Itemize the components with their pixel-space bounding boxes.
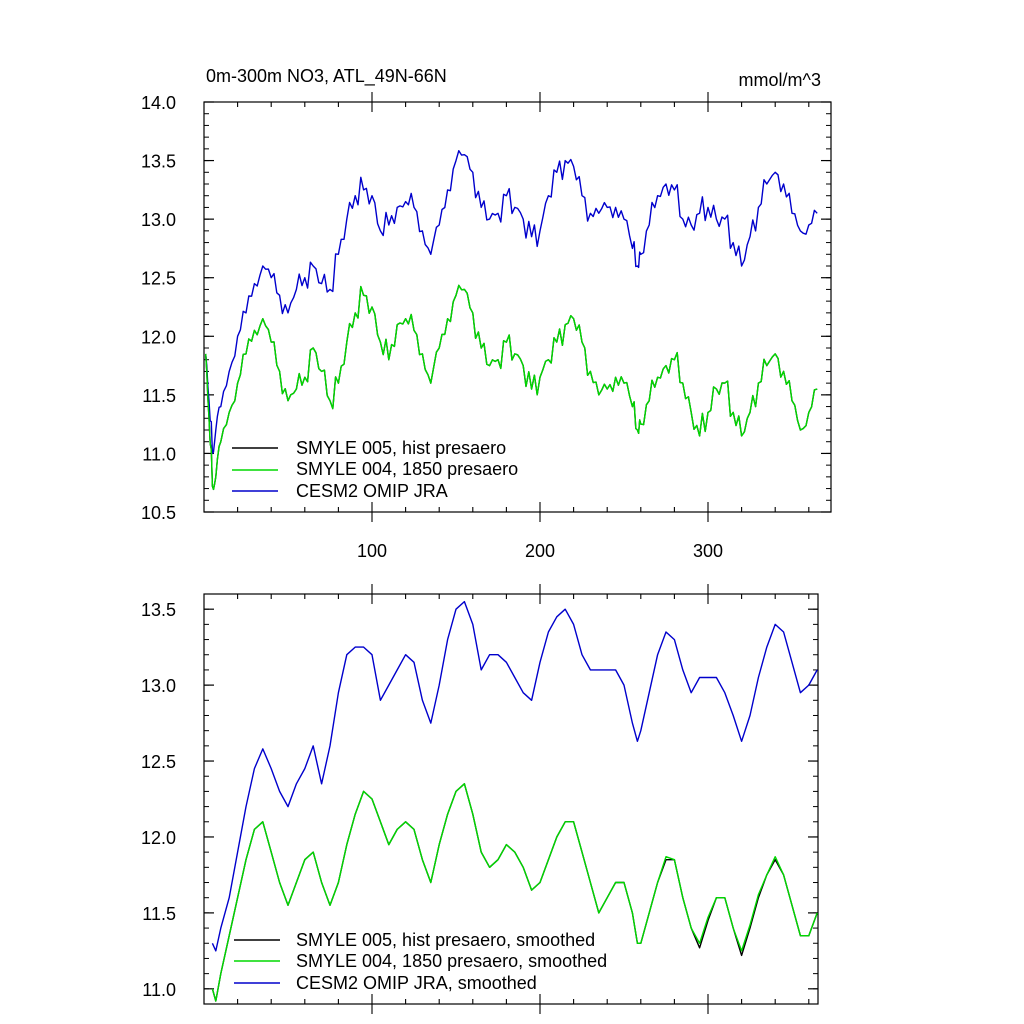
series-line-cesm2-smoothed (211, 600, 818, 952)
top-legend: SMYLE 005, hist presaero SMYLE 004, 1850… (232, 438, 518, 501)
y-tick-label: 13.5 (141, 600, 176, 620)
top-panel: 0m-300m NO3, ATL_49N-66N mmol/m^3 10.5 11… (141, 66, 832, 561)
y-tick-label: 12.0 (141, 828, 176, 848)
y-tick-label: 10.5 (141, 503, 176, 523)
bottom-x-axis (237, 584, 810, 1014)
legend-label-smyle005-smoothed: SMYLE 005, hist presaero, smoothed (296, 930, 595, 950)
y-tick-label: 14.0 (141, 93, 176, 113)
top-chart-units: mmol/m^3 (739, 70, 821, 90)
y-tick-label: 11.0 (142, 444, 176, 464)
y-tick-label: 13.0 (141, 676, 176, 696)
y-tick-label: 11.5 (142, 904, 176, 924)
bottom-panel: 11.0 11.5 12.0 12.5 13.0 13.5 SMYLE 005, hist… (141, 584, 819, 1014)
series-line-cesm2 (205, 150, 818, 455)
bottom-plot-frame (203, 593, 819, 1005)
top-y-axis: 10.5 11.0 11.5 12.0 12.5 13.0 13.5 14.0 (141, 93, 831, 523)
y-tick-label: 11.5 (142, 386, 176, 406)
top-x-axis: 100 200 300 (237, 92, 810, 561)
legend-label-smyle004-smoothed: SMYLE 004, 1850 presaero, smoothed (296, 951, 607, 971)
legend-label-cesm2: CESM2 OMIP JRA (296, 481, 448, 501)
y-tick-label: 11.0 (142, 980, 176, 1000)
series-line-smyle004 (205, 284, 818, 491)
top-chart-title: 0m-300m NO3, ATL_49N-66N (206, 66, 447, 87)
y-tick-label: 12.0 (141, 327, 176, 347)
x-tick-label: 100 (357, 541, 387, 561)
x-tick-label: 300 (693, 541, 723, 561)
bottom-legend: SMYLE 005, hist presaero, smoothed SMYLE… (234, 930, 607, 993)
legend-label-cesm2-smoothed: CESM2 OMIP JRA, smoothed (296, 973, 537, 993)
x-tick-label: 200 (525, 541, 555, 561)
series-line-smyle004-smoothed (211, 783, 818, 1002)
y-tick-label: 12.5 (141, 269, 176, 289)
y-tick-label: 12.5 (141, 752, 176, 772)
legend-label-smyle005: SMYLE 005, hist presaero (296, 438, 506, 458)
y-tick-label: 13.0 (141, 210, 176, 230)
top-plot-frame (203, 101, 832, 513)
bottom-y-axis: 11.0 11.5 12.0 12.5 13.0 13.5 (141, 593, 818, 1005)
legend-label-smyle004: SMYLE 004, 1850 presaero (296, 459, 518, 479)
bottom-series-lines (211, 600, 818, 1002)
top-series-lines (205, 150, 818, 491)
y-tick-label: 13.5 (141, 152, 176, 172)
